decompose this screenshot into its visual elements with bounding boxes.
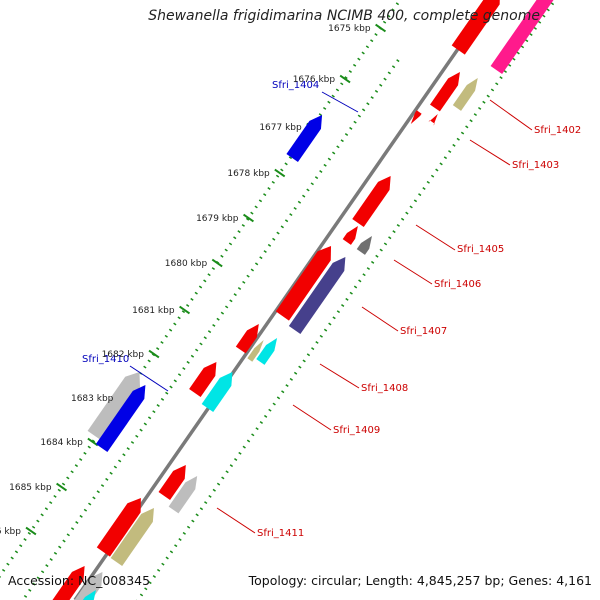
kbp-label: 1683 kbp [71, 394, 114, 404]
gene-arrow [87, 372, 141, 442]
gene-arrow [430, 72, 460, 112]
kbp-label: 1679 kbp [196, 214, 239, 224]
kbp-label: 1682 kbp [102, 350, 145, 360]
kbp-label: 1684 kbp [40, 438, 83, 448]
gene-arrow [95, 385, 146, 452]
gene-arrow [235, 324, 259, 354]
kbp-tick [25, 526, 37, 536]
gene-label-sfri_1402[interactable]: Sfri_1402 [534, 125, 581, 136]
kbp-label: 1681 kbp [132, 306, 175, 316]
kbp-tick [87, 437, 99, 447]
label-leader-line [216, 507, 256, 534]
gene-label-sfri_1405[interactable]: Sfri_1405 [457, 244, 504, 255]
kbp-label: 1675 kbp [328, 24, 371, 34]
gene-arrow [275, 246, 332, 321]
gene-arrow [74, 572, 103, 600]
kbp-tick [242, 213, 254, 223]
label-leader-line [292, 404, 332, 431]
gene-label-sfri_1406[interactable]: Sfri_1406 [434, 279, 481, 290]
label-leader-line [319, 363, 360, 389]
gene-arrow [110, 508, 154, 566]
kbp-label: 1685 kbp [9, 483, 52, 493]
gene-arrow [452, 78, 478, 111]
gene-arrow [288, 257, 346, 334]
label-leader-line [321, 91, 359, 113]
gene-arrow [96, 498, 141, 557]
gene-arrow [247, 340, 264, 362]
kbp-tick [339, 74, 351, 84]
label-leader-line [489, 99, 533, 131]
gene-features [52, 0, 554, 600]
gene-arrow [158, 465, 186, 500]
kbp-tick [179, 305, 191, 315]
kbp-label: 1676 kbp [293, 75, 336, 85]
gene-label-sfri_1407[interactable]: Sfri_1407 [400, 326, 447, 337]
kbp-tick [56, 482, 68, 492]
gene-arrow [410, 110, 422, 124]
gene-label-sfri_1409[interactable]: Sfri_1409 [333, 425, 380, 436]
label-leader-line [129, 365, 169, 392]
label-leader-line [469, 139, 511, 166]
kbp-tick [274, 168, 286, 178]
gene-label-sfri_1410[interactable]: Sfri_1410 [82, 354, 129, 365]
gene-arrow [286, 115, 323, 162]
gene-arrow [451, 0, 500, 55]
kbp-label: 1680 kbp [165, 259, 208, 269]
orf-track-3 [21, 59, 400, 600]
gene-arrow [428, 114, 438, 126]
gene-label-sfri_1411[interactable]: Sfri_1411 [257, 528, 304, 539]
genome-backbone [73, 0, 494, 600]
gene-label-sfri_1403[interactable]: Sfri_1403 [512, 160, 559, 171]
orf-track-1 [0, 0, 402, 579]
gene-arrow [352, 176, 391, 227]
kbp-label: 1686 kbp [0, 527, 21, 537]
gene-arrow [342, 226, 358, 245]
orf-dotted-tracks [0, 0, 557, 600]
gene-arrow [189, 362, 217, 397]
label-leader-line [361, 306, 399, 332]
gene-arrow [256, 338, 278, 365]
gene-arrow [82, 590, 96, 600]
genome-title: Shewanella frigidimarina NCIMB 400, comp… [148, 8, 540, 24]
gene-arrow [52, 566, 85, 600]
kbp-label: 1677 kbp [259, 123, 302, 133]
accession-text: Accession: NC_008345 [8, 573, 151, 588]
gene-arrow [201, 372, 233, 412]
topology-text: Topology: circular; Length: 4,845,257 bp… [248, 573, 592, 588]
kbp-scale-labels: 1675 kbp 1676 kbp 1677 kbp 1678 kbp 1679 kbp… [0, 24, 371, 537]
label-leader-line [415, 224, 456, 251]
gene-arrow [356, 236, 372, 255]
kbp-tick [148, 349, 160, 359]
gene-arrow [490, 0, 554, 74]
label-leader-line [393, 259, 433, 285]
gene-label-sfri_1408[interactable]: Sfri_1408 [361, 383, 408, 394]
gene-arrow [168, 476, 198, 514]
kbp-label: 1678 kbp [227, 169, 270, 179]
backbone-line [73, 0, 494, 600]
gene-labels: Sfri_1402 Sfri_1403 Sfri_1404 Sfri_1405 Sfri… [82, 80, 581, 539]
gene-label-sfri_1404[interactable]: Sfri_1404 [272, 80, 319, 91]
